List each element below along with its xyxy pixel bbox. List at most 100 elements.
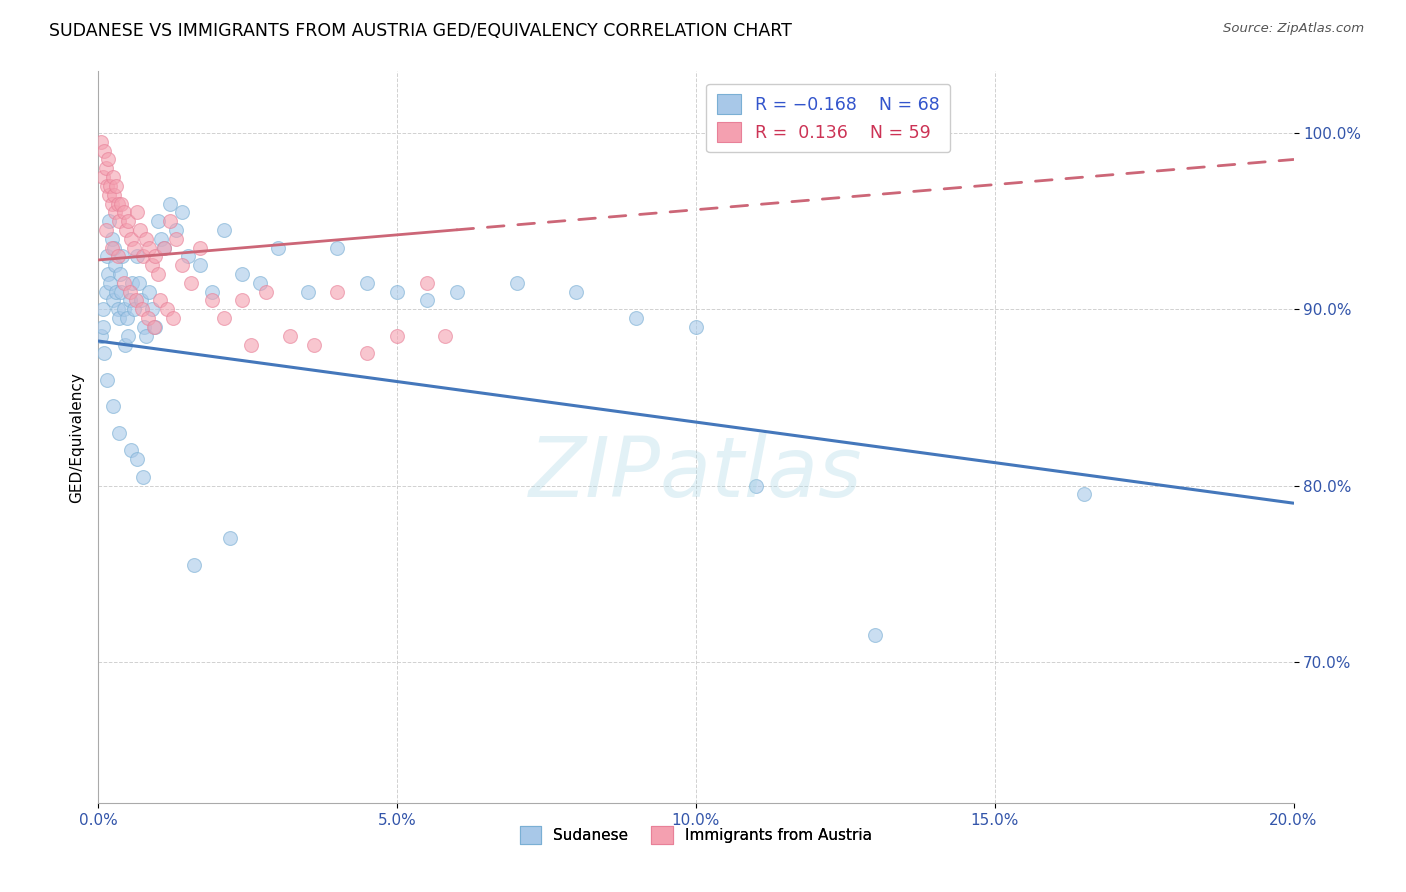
Point <box>120 232 142 246</box>
Point <box>107 302 129 317</box>
Point <box>96 223 118 237</box>
Point <box>101 241 124 255</box>
Point <box>110 196 132 211</box>
Point <box>125 293 148 308</box>
Point <box>159 196 181 211</box>
Point <box>626 311 648 326</box>
Point <box>231 293 253 308</box>
Point <box>117 328 139 343</box>
Point <box>120 293 142 308</box>
Point <box>93 346 115 360</box>
Point <box>267 241 290 255</box>
Point <box>105 285 128 299</box>
Point <box>128 276 150 290</box>
Point <box>120 443 142 458</box>
Point <box>201 285 224 299</box>
Point <box>120 285 142 299</box>
Point <box>96 249 118 263</box>
Point <box>326 285 349 299</box>
Point <box>115 311 138 326</box>
Point <box>183 558 205 572</box>
Point <box>231 267 253 281</box>
Point <box>153 241 176 255</box>
Point <box>149 293 172 308</box>
Text: SUDANESE VS IMMIGRANTS FROM AUSTRIA GED/EQUIVALENCY CORRELATION CHART: SUDANESE VS IMMIGRANTS FROM AUSTRIA GED/… <box>49 22 792 40</box>
Point <box>100 232 122 246</box>
Point <box>212 311 235 326</box>
Point <box>297 285 319 299</box>
Point <box>356 276 378 290</box>
Point <box>127 205 149 219</box>
Point <box>97 153 120 167</box>
Point <box>153 241 176 255</box>
Point <box>434 328 457 343</box>
Point <box>148 214 170 228</box>
Point <box>136 311 159 326</box>
Point <box>385 328 409 343</box>
Point <box>385 285 409 299</box>
Point <box>132 249 155 263</box>
Point <box>98 187 121 202</box>
Point <box>132 469 155 483</box>
Point <box>90 135 112 149</box>
Point <box>416 276 439 290</box>
Point <box>97 267 120 281</box>
Point <box>159 214 181 228</box>
Point <box>112 302 135 317</box>
Point <box>131 293 153 308</box>
Point <box>98 214 121 228</box>
Point <box>112 276 135 290</box>
Point <box>127 452 149 467</box>
Point <box>101 170 124 185</box>
Point <box>249 276 271 290</box>
Point <box>131 302 153 317</box>
Point <box>138 285 160 299</box>
Point <box>150 232 173 246</box>
Point <box>96 373 118 387</box>
Point <box>132 320 155 334</box>
Point <box>143 249 166 263</box>
Point <box>302 337 325 351</box>
Point <box>94 161 117 176</box>
Point <box>108 214 131 228</box>
Text: Source: ZipAtlas.com: Source: ZipAtlas.com <box>1223 22 1364 36</box>
Point <box>98 276 122 290</box>
Point <box>565 285 588 299</box>
Point <box>91 320 114 334</box>
Point <box>108 267 131 281</box>
Point <box>239 337 262 351</box>
Point <box>165 232 187 246</box>
Point <box>201 293 224 308</box>
Point <box>865 628 887 642</box>
Point <box>104 258 127 272</box>
Point <box>172 258 194 272</box>
Text: ZIPatlas: ZIPatlas <box>529 434 863 514</box>
Point <box>107 249 129 263</box>
Point <box>107 311 129 326</box>
Point <box>165 223 187 237</box>
Point <box>416 293 439 308</box>
Point <box>254 285 277 299</box>
Point <box>96 178 118 193</box>
Point <box>115 223 138 237</box>
Point <box>103 399 125 413</box>
Point <box>135 232 157 246</box>
Point <box>104 205 127 219</box>
Point <box>156 302 179 317</box>
Point <box>141 258 163 272</box>
Point <box>326 241 349 255</box>
Point <box>111 249 134 263</box>
Point <box>121 276 143 290</box>
Point <box>91 302 114 317</box>
Legend: Sudanese, Immigrants from Austria: Sudanese, Immigrants from Austria <box>513 820 879 850</box>
Point <box>278 328 301 343</box>
Point <box>1073 487 1095 501</box>
Point <box>93 144 115 158</box>
Point <box>219 532 242 546</box>
Point <box>143 320 166 334</box>
Point <box>90 328 112 343</box>
Point <box>141 302 163 317</box>
Point <box>103 187 125 202</box>
Point <box>112 205 135 219</box>
Point <box>124 302 146 317</box>
